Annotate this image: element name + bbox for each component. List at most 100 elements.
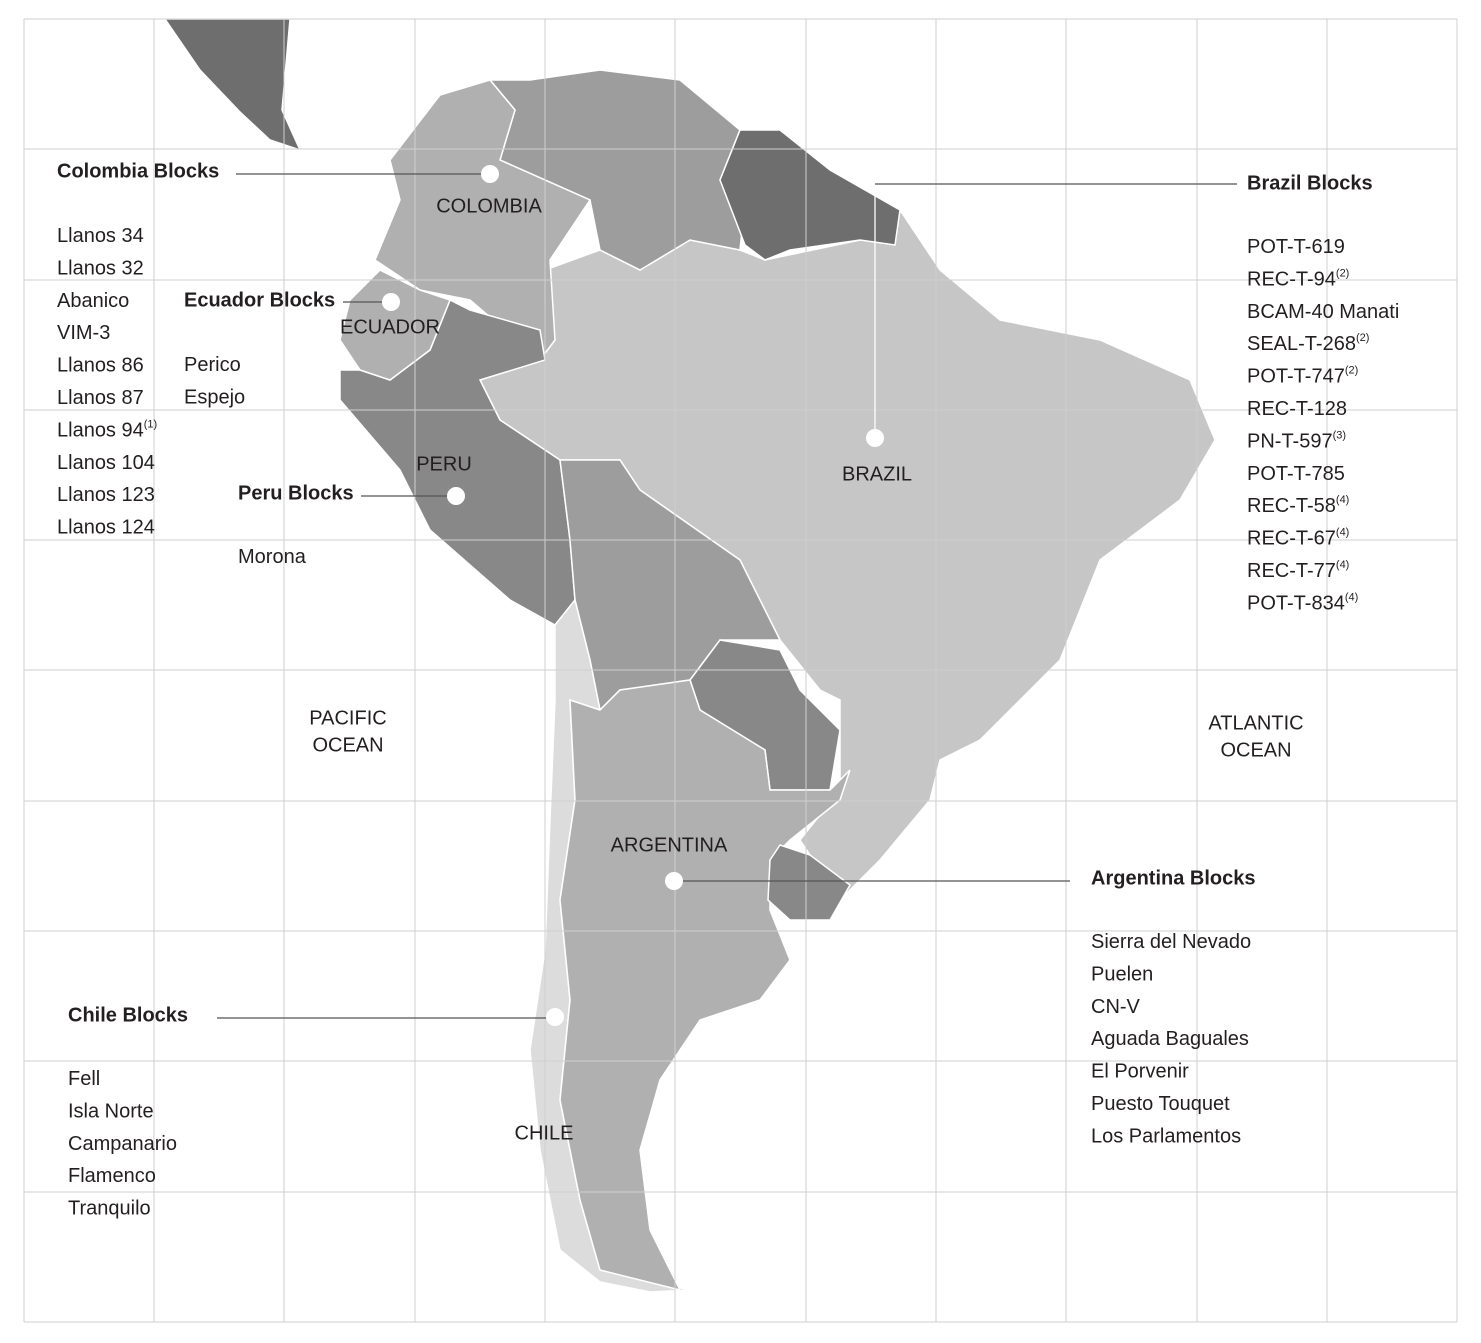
block-item-note: (3) bbox=[1333, 429, 1346, 441]
block-item: Llanos 124 bbox=[57, 517, 155, 539]
block-item: Isla Norte bbox=[68, 1101, 154, 1123]
block-title: Argentina Blocks bbox=[1091, 867, 1255, 889]
block-item: SEAL-T-268(2) bbox=[1247, 332, 1369, 355]
block-item-name: Aguada Baguales bbox=[1091, 1028, 1249, 1050]
block-item-name: REC-T-128 bbox=[1247, 398, 1347, 420]
block-item: Puelen bbox=[1091, 964, 1153, 986]
block-item-name: Perico bbox=[184, 354, 241, 376]
block-item-name: POT-T-619 bbox=[1247, 236, 1345, 258]
ocean-label: OCEAN bbox=[1220, 739, 1291, 761]
ecuador-shape bbox=[339, 269, 451, 381]
block-item-name: Fell bbox=[68, 1068, 100, 1090]
country-label: CHILE bbox=[515, 1122, 574, 1144]
marker bbox=[447, 487, 465, 505]
guianas-shape bbox=[719, 129, 901, 261]
block-item-name: PN-T-597 bbox=[1247, 431, 1333, 453]
leaders bbox=[217, 173, 1237, 1019]
block-item: POT-T-619 bbox=[1247, 236, 1345, 258]
block-item-name: SEAL-T-268 bbox=[1247, 333, 1356, 355]
block-item: Los Parlamentos bbox=[1091, 1126, 1241, 1148]
block-title: Ecuador Blocks bbox=[184, 289, 335, 311]
block-item: POT-T-834(4) bbox=[1247, 591, 1358, 614]
block-item: REC-T-77(4) bbox=[1247, 559, 1349, 582]
marker bbox=[546, 1008, 564, 1026]
block-item: Sierra del Nevado bbox=[1091, 931, 1251, 953]
block-item-name: El Porvenir bbox=[1091, 1061, 1189, 1083]
block-item-name: Abanico bbox=[57, 290, 129, 312]
block-title: Chile Blocks bbox=[68, 1004, 188, 1026]
block-item: Llanos 123 bbox=[57, 484, 155, 506]
grid bbox=[23, 18, 1458, 1323]
block-item: Espejo bbox=[184, 387, 245, 409]
block-item-name: REC-T-94 bbox=[1247, 269, 1336, 291]
block-item-name: REC-T-77 bbox=[1247, 560, 1336, 582]
block-item-name: Puelen bbox=[1091, 964, 1153, 986]
block-item-name: Llanos 104 bbox=[57, 452, 155, 474]
block-item: Perico bbox=[184, 354, 241, 376]
block-item: Puesto Touquet bbox=[1091, 1093, 1230, 1115]
block-title: Brazil Blocks bbox=[1247, 172, 1373, 194]
land bbox=[163, 18, 1216, 1293]
block-item: POT-T-785 bbox=[1247, 463, 1345, 485]
central-america bbox=[163, 18, 302, 152]
block-item: Morona bbox=[238, 546, 307, 568]
block-item: REC-T-128 bbox=[1247, 398, 1347, 420]
colombia-shape bbox=[374, 79, 592, 362]
labels: COLOMBIA ECUADOR PERU BRAZIL ARGENTINA CHILE P… bbox=[57, 160, 1399, 1220]
block-item: Aguada Baguales bbox=[1091, 1028, 1249, 1050]
block-item-name: Tranquilo bbox=[68, 1198, 151, 1220]
block-item-note: (2) bbox=[1336, 267, 1349, 279]
ocean-label: OCEAN bbox=[312, 734, 383, 756]
uruguay-shape bbox=[767, 844, 851, 921]
block-item-name: Llanos 34 bbox=[57, 225, 144, 247]
block-item-name: REC-T-67 bbox=[1247, 528, 1336, 550]
block-item: Flamenco bbox=[68, 1165, 156, 1187]
block-item: Fell bbox=[68, 1068, 100, 1090]
country-label: ARGENTINA bbox=[611, 834, 728, 856]
block-item-name: Llanos 32 bbox=[57, 258, 144, 280]
country-label: COLOMBIA bbox=[436, 195, 542, 217]
marker bbox=[481, 165, 499, 183]
block-item-name: Isla Norte bbox=[68, 1101, 154, 1123]
block-item-name: Llanos 87 bbox=[57, 387, 144, 409]
block-item-name: Espejo bbox=[184, 387, 245, 409]
country-label: PERU bbox=[416, 453, 472, 475]
block-item-note: (4) bbox=[1336, 527, 1349, 539]
block-item: VIM-3 bbox=[57, 322, 110, 344]
block-item-name: Puesto Touquet bbox=[1091, 1093, 1230, 1115]
block-item: BCAM-40 Manati bbox=[1247, 301, 1399, 323]
block-item-name: Llanos 123 bbox=[57, 484, 155, 506]
block-item-name: Sierra del Nevado bbox=[1091, 931, 1251, 953]
block-item-note: (4) bbox=[1345, 591, 1358, 603]
argentina-shape bbox=[559, 679, 851, 1292]
country-label: BRAZIL bbox=[842, 463, 912, 485]
block-item-note: (2) bbox=[1356, 332, 1369, 344]
block-item: POT-T-747(2) bbox=[1247, 365, 1358, 388]
country-label: ECUADOR bbox=[340, 316, 440, 338]
block-title: Colombia Blocks bbox=[57, 160, 219, 182]
block-item-name: Llanos 124 bbox=[57, 517, 155, 539]
block-item: Abanico bbox=[57, 290, 129, 312]
block-item: Llanos 87 bbox=[57, 387, 144, 409]
block-item-name: Llanos 86 bbox=[57, 355, 144, 377]
block-item-name: VIM-3 bbox=[57, 322, 110, 344]
block-item-note: (1) bbox=[144, 418, 157, 430]
block-item-note: (4) bbox=[1336, 494, 1349, 506]
block-item: CN-V bbox=[1091, 996, 1141, 1018]
block-item-name: Campanario bbox=[68, 1133, 177, 1155]
block-item-name: Los Parlamentos bbox=[1091, 1126, 1241, 1148]
block-item: REC-T-58(4) bbox=[1247, 494, 1349, 517]
block-item: Llanos 32 bbox=[57, 258, 144, 280]
markers bbox=[382, 165, 884, 1026]
block-item: El Porvenir bbox=[1091, 1061, 1189, 1083]
block-item-name: REC-T-58 bbox=[1247, 495, 1336, 517]
block-item-name: CN-V bbox=[1091, 996, 1141, 1018]
block-item-name: Llanos 94 bbox=[57, 420, 144, 442]
block-item: Tranquilo bbox=[68, 1198, 151, 1220]
block-item: Llanos 34 bbox=[57, 225, 144, 247]
block-item-name: Morona bbox=[238, 546, 307, 568]
block-item-name: POT-T-834 bbox=[1247, 593, 1345, 615]
block-item-name: BCAM-40 Manati bbox=[1247, 301, 1399, 323]
block-item-name: POT-T-785 bbox=[1247, 463, 1345, 485]
block-item-note: (2) bbox=[1345, 365, 1358, 377]
